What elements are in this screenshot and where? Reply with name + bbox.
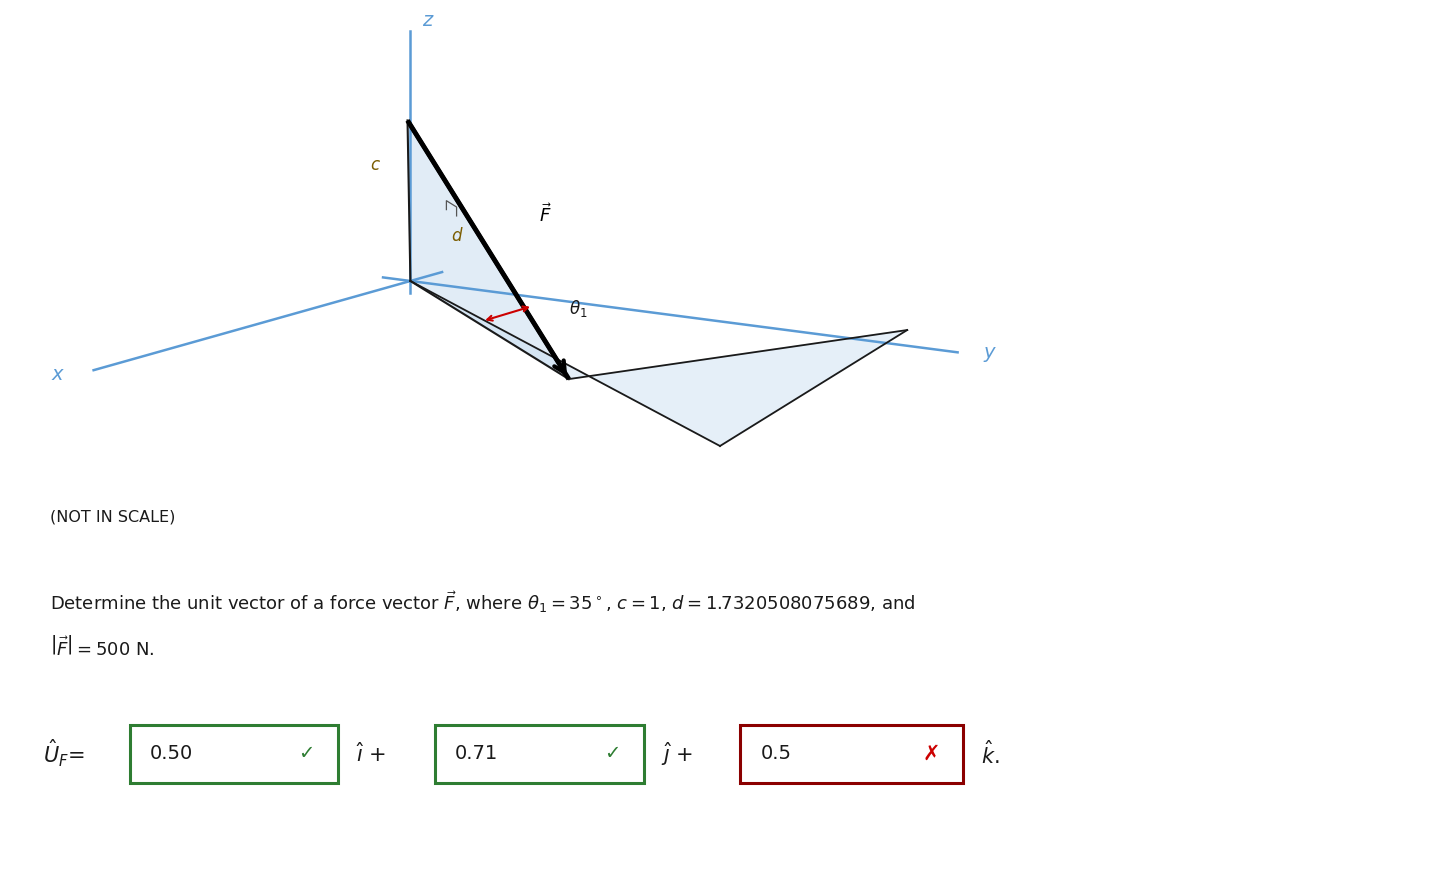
Polygon shape	[410, 281, 907, 446]
Bar	[740, 724, 963, 783]
Text: $\left|\vec{F}\right| = 500$ N.: $\left|\vec{F}\right| = 500$ N.	[50, 635, 156, 658]
Text: z: z	[422, 11, 433, 30]
Text: ✓: ✓	[603, 744, 621, 764]
Text: $\vec{F}$: $\vec{F}$	[540, 202, 552, 226]
Text: x: x	[52, 365, 63, 384]
Bar	[435, 724, 644, 783]
Text: $\theta_1$: $\theta_1$	[569, 298, 588, 319]
Text: ✓: ✓	[298, 744, 315, 764]
Text: $\hat{\imath}$ +: $\hat{\imath}$ +	[356, 742, 386, 765]
Text: (NOT IN SCALE): (NOT IN SCALE)	[50, 510, 176, 524]
Text: 0.5: 0.5	[760, 744, 792, 764]
Text: $\hat{U}_{F}$=: $\hat{U}_{F}$=	[43, 739, 85, 769]
Text: d: d	[451, 227, 462, 245]
Bar	[130, 724, 338, 783]
Text: $\hat{\jmath}$ +: $\hat{\jmath}$ +	[661, 740, 693, 767]
Text: 0.50: 0.50	[150, 744, 193, 764]
Text: 0.71: 0.71	[455, 744, 498, 764]
Text: ✗: ✗	[923, 744, 940, 764]
Text: y: y	[984, 343, 995, 362]
Text: $\hat{k}$.: $\hat{k}$.	[981, 740, 999, 767]
Polygon shape	[408, 120, 569, 379]
Text: c: c	[370, 156, 379, 174]
Text: Determine the unit vector of a force vector $\vec{F}$, where $\theta_1 = 35^\cir: Determine the unit vector of a force vec…	[50, 590, 916, 615]
